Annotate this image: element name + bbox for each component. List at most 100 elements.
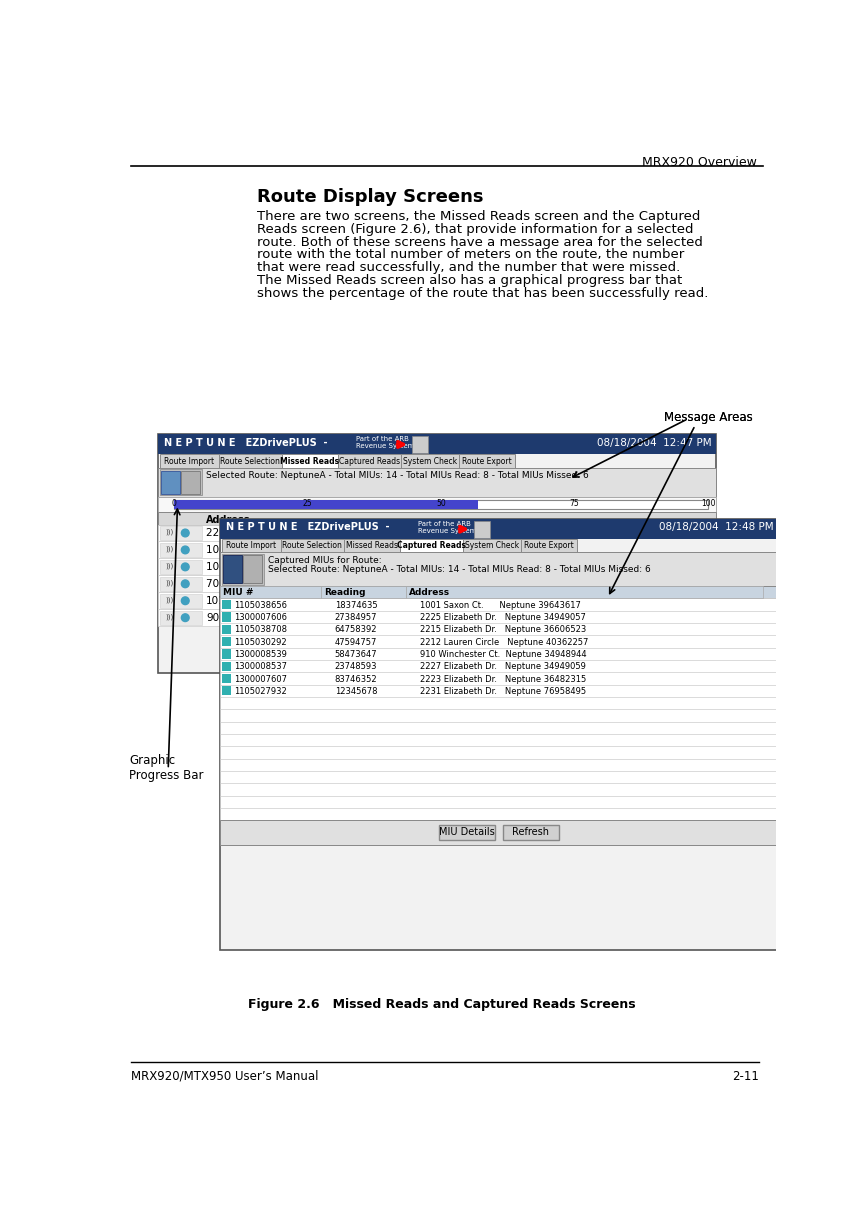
- Bar: [220, 709, 777, 721]
- Text: ))): ))): [165, 545, 174, 552]
- Bar: [503, 824, 558, 840]
- Text: Captured Reads: Captured Reads: [397, 541, 466, 550]
- Bar: [181, 471, 200, 494]
- Text: Route Display Screens: Route Display Screens: [257, 188, 482, 206]
- Text: 1086 Norman Ct.        Neptune 35806338: 1086 Norman Ct. Neptune 35806338: [206, 562, 422, 572]
- Text: 1105038708: 1105038708: [234, 625, 287, 635]
- Text: 908: 908: [206, 613, 226, 623]
- Text: N E P T U N E   EZDrivePLUS  -: N E P T U N E EZDrivePLUS -: [226, 522, 389, 532]
- Bar: [223, 555, 242, 583]
- Bar: [161, 471, 180, 494]
- Bar: [463, 539, 520, 552]
- Bar: [158, 512, 715, 524]
- Text: Route Selection: Route Selection: [282, 541, 342, 550]
- Text: 1105038656: 1105038656: [234, 601, 287, 609]
- Text: 75: 75: [569, 499, 579, 509]
- Text: 08/18/2004  12:47 PM: 08/18/2004 12:47 PM: [596, 437, 710, 448]
- Text: Refresh: Refresh: [511, 827, 548, 838]
- Bar: [280, 539, 344, 552]
- Text: Route Import: Route Import: [226, 541, 276, 550]
- Text: Missed Reads: Missed Reads: [345, 541, 398, 550]
- Text: Route Selection: Route Selection: [220, 456, 280, 466]
- Text: 27384957: 27384957: [334, 613, 377, 622]
- Text: 2227 Elizabeth Dr.   Neptune 34949059: 2227 Elizabeth Dr. Neptune 34949059: [419, 663, 585, 671]
- Text: Selected Route: NeptuneA - Total MIUs: 14 - Total MIUs Read: 8 - Total MIUs Miss: Selected Route: NeptuneA - Total MIUs: 1…: [206, 471, 588, 481]
- Bar: [221, 600, 231, 609]
- Text: ))): ))): [165, 528, 174, 535]
- Text: Graphic
Progress Bar: Graphic Progress Bar: [129, 754, 204, 782]
- Bar: [320, 586, 406, 599]
- Bar: [439, 824, 495, 840]
- Text: 50: 50: [436, 499, 445, 509]
- Bar: [282, 454, 338, 467]
- Text: 2229 Elizabeth Dr.      Neptune 39217990: 2229 Elizabeth Dr. Neptune 39217990: [206, 528, 422, 538]
- Text: that were read successfully, and the number that were missed.: that were read successfully, and the num…: [257, 261, 679, 274]
- Bar: [159, 526, 202, 540]
- Text: 7000 Norman Ct.        Neptune 40362282: 7000 Norman Ct. Neptune 40362282: [206, 579, 421, 589]
- Text: 2212 Lauren Circle   Neptune 40362257: 2212 Lauren Circle Neptune 40362257: [419, 637, 588, 647]
- Text: ))): ))): [165, 596, 174, 602]
- Bar: [220, 520, 777, 539]
- Bar: [220, 673, 777, 685]
- Bar: [220, 623, 777, 635]
- Bar: [220, 795, 777, 807]
- Bar: [220, 734, 777, 747]
- Bar: [220, 586, 320, 599]
- Bar: [221, 649, 231, 658]
- Bar: [220, 599, 777, 611]
- Bar: [159, 560, 202, 574]
- Text: 2225 Elizabeth Dr.   Neptune 34949057: 2225 Elizabeth Dr. Neptune 34949057: [419, 613, 585, 622]
- Bar: [158, 435, 715, 454]
- Text: 1001 Saxon Ct.      Neptune 39643617: 1001 Saxon Ct. Neptune 39643617: [419, 601, 580, 609]
- Text: 1014/Celtic Ct.           Neptune 36900961: 1014/Celtic Ct. Neptune 36900961: [206, 545, 419, 555]
- Bar: [243, 555, 262, 583]
- Bar: [221, 662, 231, 671]
- Bar: [220, 721, 777, 734]
- Text: Route Import: Route Import: [164, 456, 214, 466]
- Text: Part of the ARB
Revenue System: Part of the ARB Revenue System: [356, 436, 413, 449]
- Text: 1105030292: 1105030292: [234, 637, 287, 647]
- Text: The Missed Reads screen also has a graphical progress bar that: The Missed Reads screen also has a graph…: [257, 274, 681, 287]
- Text: 100: 100: [700, 499, 715, 509]
- Bar: [220, 759, 777, 771]
- Text: There are two screens, the Missed Reads screen and the Captured: There are two screens, the Missed Reads …: [257, 210, 699, 223]
- Circle shape: [181, 597, 189, 605]
- Bar: [220, 697, 777, 709]
- Bar: [222, 539, 280, 552]
- Text: 2215 Elizabeth Dr.   Neptune 36606523: 2215 Elizabeth Dr. Neptune 36606523: [419, 625, 585, 635]
- Text: Reading: Reading: [324, 589, 365, 597]
- Bar: [159, 577, 202, 591]
- Text: 1300008537: 1300008537: [234, 663, 287, 671]
- Text: Captured Reads: Captured Reads: [338, 456, 400, 466]
- Bar: [159, 594, 202, 608]
- Text: MRX920 Overview: MRX920 Overview: [641, 157, 756, 170]
- Text: 12345678: 12345678: [334, 687, 377, 696]
- Bar: [221, 554, 264, 585]
- Bar: [160, 454, 219, 467]
- Bar: [173, 500, 708, 509]
- Text: Reads screen (Figure 2.6), that provide information for a selected: Reads screen (Figure 2.6), that provide …: [257, 223, 692, 236]
- Text: 64758392: 64758392: [334, 625, 377, 635]
- Bar: [220, 771, 777, 783]
- Bar: [158, 435, 715, 673]
- Bar: [221, 686, 231, 696]
- Bar: [220, 783, 777, 795]
- Bar: [520, 539, 576, 552]
- Bar: [220, 635, 777, 648]
- Bar: [474, 521, 489, 538]
- Bar: [344, 539, 400, 552]
- Text: System Check: System Check: [403, 456, 456, 466]
- Bar: [220, 520, 777, 951]
- Text: 910 Winchester Ct.  Neptune 34948944: 910 Winchester Ct. Neptune 34948944: [419, 649, 586, 659]
- Bar: [338, 454, 401, 467]
- Bar: [221, 612, 231, 622]
- Text: 1300007607: 1300007607: [234, 675, 287, 683]
- Text: 2-11: 2-11: [731, 1070, 758, 1083]
- Bar: [158, 592, 715, 609]
- Bar: [221, 674, 231, 683]
- Circle shape: [181, 529, 189, 537]
- Bar: [159, 543, 202, 557]
- Bar: [220, 821, 777, 845]
- Text: Address: Address: [206, 515, 251, 524]
- Text: 08/18/2004  12:48 PM: 08/18/2004 12:48 PM: [658, 522, 772, 532]
